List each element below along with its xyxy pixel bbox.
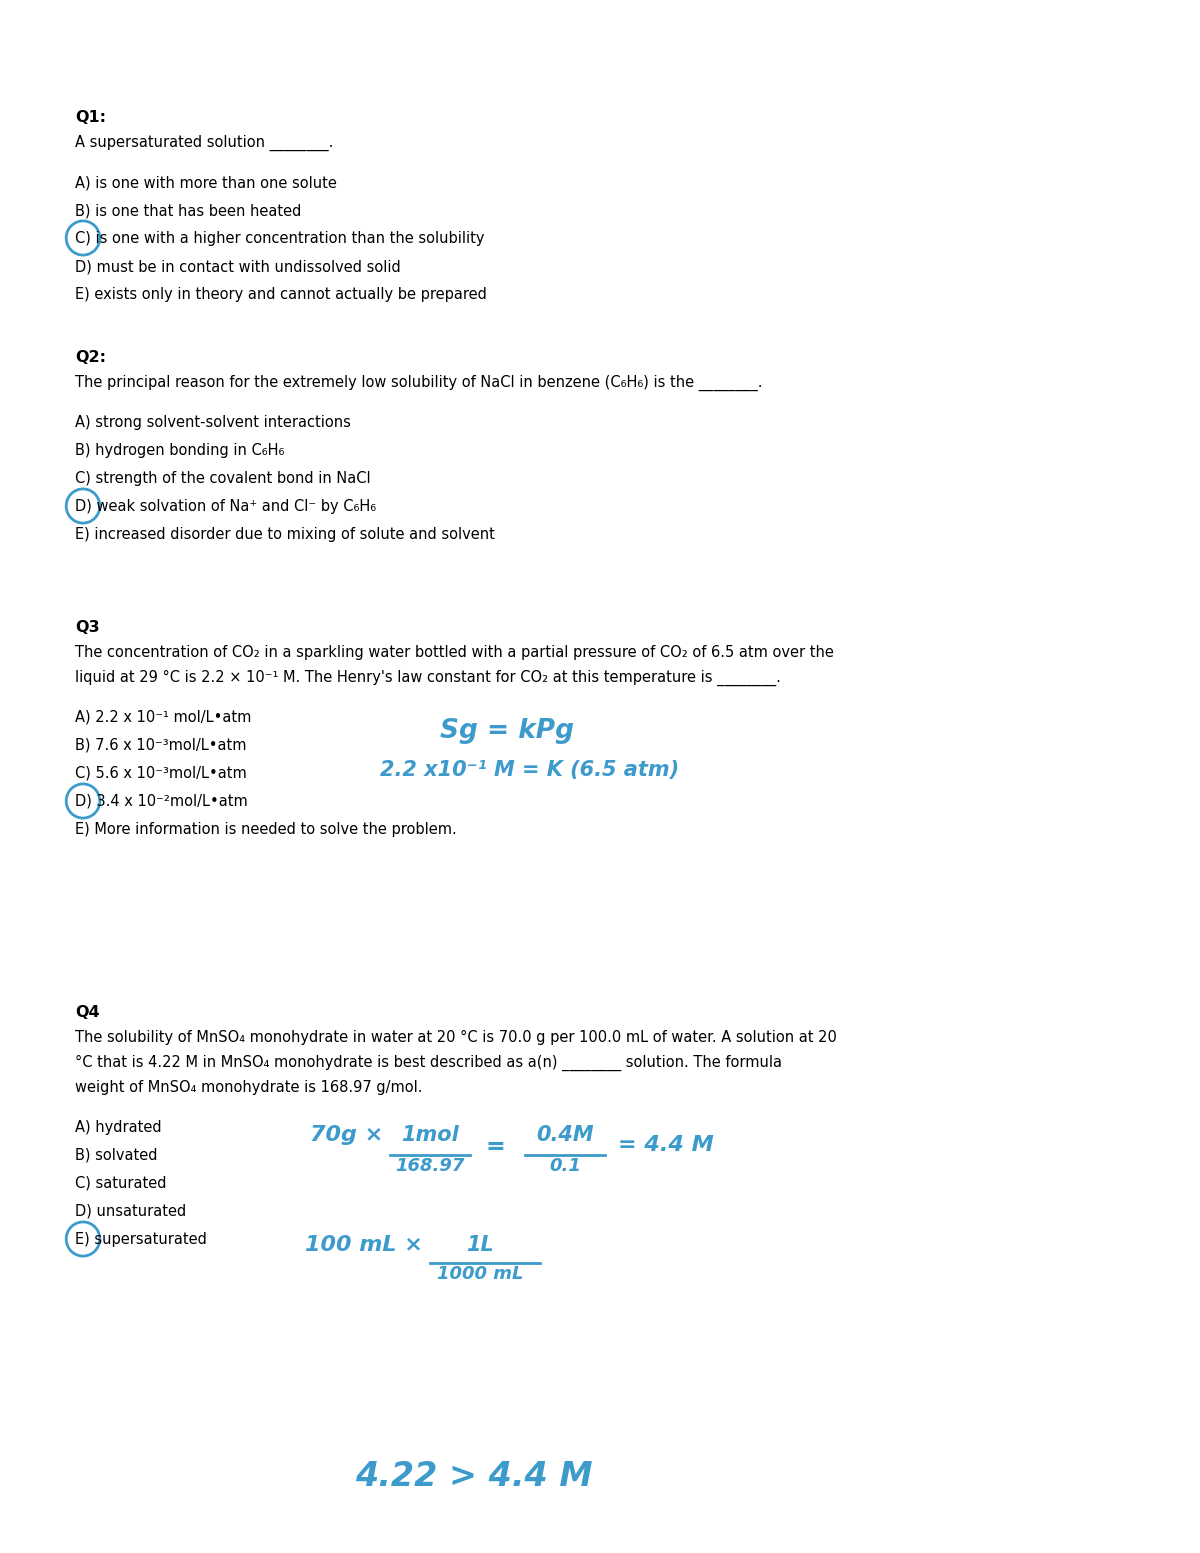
Text: B) 7.6 x 10⁻³mol/L•atm: B) 7.6 x 10⁻³mol/L•atm <box>74 738 246 753</box>
Text: 100 mL ×: 100 mL × <box>305 1235 422 1255</box>
Text: 1000 mL: 1000 mL <box>437 1266 523 1283</box>
Text: B) is one that has been heated: B) is one that has been heated <box>74 203 301 217</box>
Text: Q1:: Q1: <box>74 110 106 124</box>
Text: Q3: Q3 <box>74 620 100 635</box>
Text: 1L: 1L <box>466 1235 494 1255</box>
Text: 4.22 > 4.4 M: 4.22 > 4.4 M <box>355 1460 593 1492</box>
Text: °C that is 4.22 M in MnSO₄ monohydrate is best described as a(n) ________ soluti: °C that is 4.22 M in MnSO₄ monohydrate i… <box>74 1054 782 1072</box>
Text: D) must be in contact with undissolved solid: D) must be in contact with undissolved s… <box>74 259 401 273</box>
Text: 2.2 x10⁻¹ M = K (6.5 atm): 2.2 x10⁻¹ M = K (6.5 atm) <box>380 759 679 780</box>
Text: Q2:: Q2: <box>74 349 106 365</box>
Text: Q4: Q4 <box>74 1005 100 1020</box>
Text: Sg = kPg: Sg = kPg <box>440 717 574 744</box>
Text: D) unsaturated: D) unsaturated <box>74 1204 186 1219</box>
Text: The concentration of CO₂ in a sparkling water bottled with a partial pressure of: The concentration of CO₂ in a sparkling … <box>74 644 834 660</box>
Text: weight of MnSO₄ monohydrate is 168.97 g/mol.: weight of MnSO₄ monohydrate is 168.97 g/… <box>74 1079 422 1095</box>
Text: A) is one with more than one solute: A) is one with more than one solute <box>74 175 337 189</box>
Text: liquid at 29 °C is 2.2 × 10⁻¹ M. The Henry's law constant for CO₂ at this temper: liquid at 29 °C is 2.2 × 10⁻¹ M. The Hen… <box>74 669 781 686</box>
Text: 0.1: 0.1 <box>550 1157 581 1176</box>
Text: = 4.4 M: = 4.4 M <box>618 1135 714 1155</box>
Text: A) hydrated: A) hydrated <box>74 1120 162 1135</box>
Text: C) is one with a higher concentration than the solubility: C) is one with a higher concentration th… <box>74 231 485 245</box>
Text: 168.97: 168.97 <box>395 1157 464 1176</box>
Text: C) saturated: C) saturated <box>74 1176 167 1191</box>
Text: C) strength of the covalent bond in NaCl: C) strength of the covalent bond in NaCl <box>74 471 371 486</box>
Text: B) solvated: B) solvated <box>74 1148 157 1163</box>
Text: 1mol: 1mol <box>401 1124 458 1145</box>
Text: D) weak solvation of Na⁺ and Cl⁻ by C₆H₆: D) weak solvation of Na⁺ and Cl⁻ by C₆H₆ <box>74 499 376 514</box>
Text: E) exists only in theory and cannot actually be prepared: E) exists only in theory and cannot actu… <box>74 287 487 301</box>
Text: E) More information is needed to solve the problem.: E) More information is needed to solve t… <box>74 822 457 837</box>
Text: E) increased disorder due to mixing of solute and solvent: E) increased disorder due to mixing of s… <box>74 526 494 542</box>
Text: D) 3.4 x 10⁻²mol/L•atm: D) 3.4 x 10⁻²mol/L•atm <box>74 794 247 809</box>
Text: The solubility of MnSO₄ monohydrate in water at 20 °C is 70.0 g per 100.0 mL of : The solubility of MnSO₄ monohydrate in w… <box>74 1030 836 1045</box>
Text: =: = <box>485 1135 505 1159</box>
Text: E) supersaturated: E) supersaturated <box>74 1232 206 1247</box>
Text: 70g ×: 70g × <box>310 1124 383 1145</box>
Text: B) hydrogen bonding in C₆H₆: B) hydrogen bonding in C₆H₆ <box>74 443 284 458</box>
Text: A) 2.2 x 10⁻¹ mol/L•atm: A) 2.2 x 10⁻¹ mol/L•atm <box>74 710 251 725</box>
Text: A) strong solvent-solvent interactions: A) strong solvent-solvent interactions <box>74 415 350 430</box>
Text: A supersaturated solution ________.: A supersaturated solution ________. <box>74 135 334 151</box>
Text: 0.4M: 0.4M <box>536 1124 594 1145</box>
Text: The principal reason for the extremely low solubility of NaCl in benzene (C₆H₆) : The principal reason for the extremely l… <box>74 374 762 391</box>
Text: C) 5.6 x 10⁻³mol/L•atm: C) 5.6 x 10⁻³mol/L•atm <box>74 766 247 781</box>
